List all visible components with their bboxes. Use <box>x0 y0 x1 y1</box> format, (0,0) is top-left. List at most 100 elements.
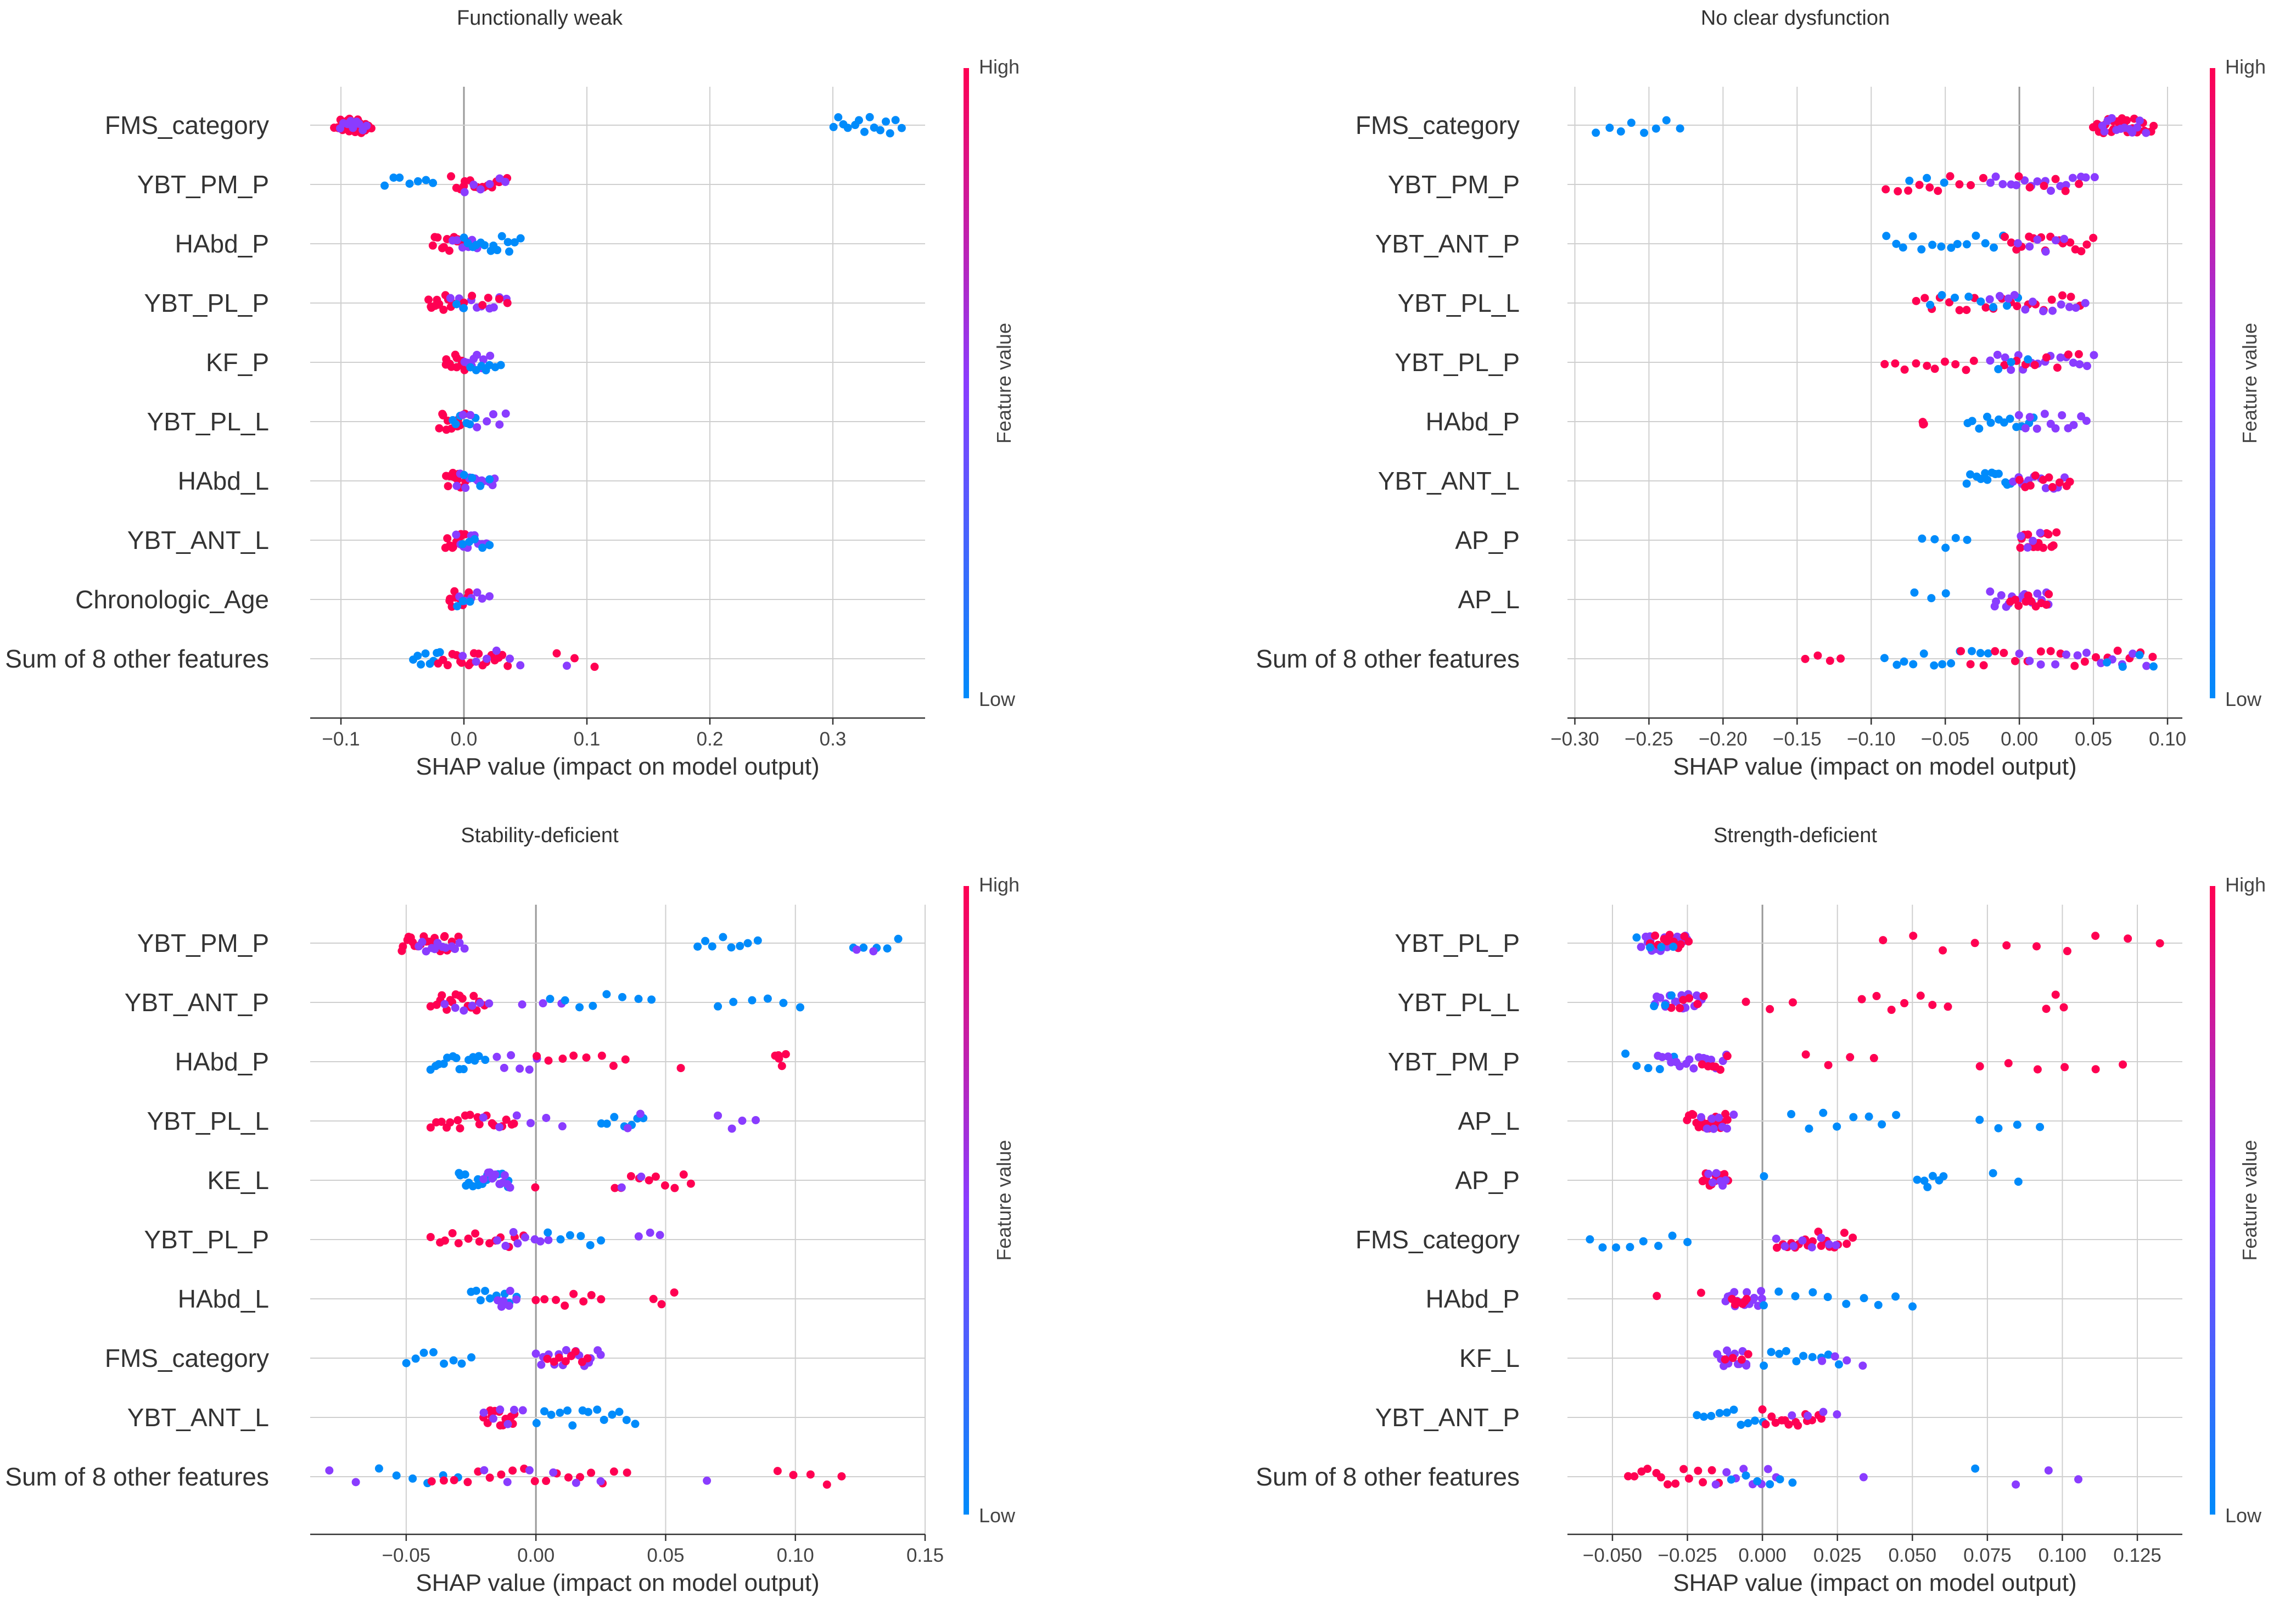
shap-point <box>1655 1065 1664 1074</box>
feature-label: YBT_PL_L <box>1398 289 1520 317</box>
shap-point <box>516 661 525 670</box>
shap-point <box>543 1354 552 1363</box>
shap-point <box>1794 1421 1802 1430</box>
shap-point <box>1878 1120 1886 1129</box>
shap-point <box>1744 1350 1752 1359</box>
shap-point <box>1913 1175 1922 1184</box>
shap-point <box>2044 1466 2053 1475</box>
shap-point <box>509 1119 518 1128</box>
shap-point <box>1653 1292 1661 1300</box>
shap-point <box>501 1242 510 1251</box>
shap-point <box>1676 1003 1684 1012</box>
shap-point <box>779 999 788 1007</box>
shap-point <box>1966 470 1975 479</box>
shap-point <box>1934 187 1942 195</box>
shap-point <box>509 1227 518 1236</box>
shap-point <box>2009 477 2018 486</box>
shap-point <box>1992 597 2001 606</box>
shap-point <box>2062 181 2070 189</box>
shap-point <box>1586 1235 1594 1244</box>
shap-point <box>1782 1347 1790 1355</box>
shap-point <box>2033 236 2042 244</box>
shap-point <box>496 1405 505 1414</box>
shap-point <box>456 1124 464 1133</box>
shap-point <box>1989 303 1998 312</box>
shap-point <box>1967 181 1975 189</box>
shap-point <box>1981 469 1990 478</box>
shap-point <box>829 122 838 131</box>
shap-point <box>1650 1002 1659 1011</box>
shap-point <box>670 1184 679 1192</box>
shap-point <box>1905 176 1914 185</box>
shap-point <box>1685 994 1694 1002</box>
shap-point <box>651 1172 660 1181</box>
shap-panel-4: Strength-deficient −0.050 −0.025 0.000 0.025… <box>1256 824 2266 1596</box>
shap-point <box>552 1296 561 1304</box>
shap-point <box>1930 535 1939 543</box>
shap-point <box>2065 302 2074 311</box>
shap-point <box>428 241 437 250</box>
shap-point <box>2045 473 2053 482</box>
shap-point <box>1945 298 1954 307</box>
shap-point <box>2077 247 2086 256</box>
x-tick-label: −0.25 <box>1625 728 1673 750</box>
shap-point <box>1643 1465 1652 1473</box>
shap-point <box>865 113 874 121</box>
shap-point <box>439 411 447 420</box>
shap-point <box>374 1464 383 1473</box>
shap-point <box>686 1179 695 1188</box>
x-axis-label: SHAP value (impact on model output) <box>416 753 819 780</box>
shap-point <box>435 300 444 309</box>
shap-point <box>479 1408 488 1417</box>
x-axis-label: SHAP value (impact on model output) <box>1673 753 2076 780</box>
shap-point <box>506 1183 514 1192</box>
shap-point <box>676 1064 685 1073</box>
colorbar-title-right: Feature value <box>2238 1140 2261 1260</box>
shap-point <box>1645 943 1654 952</box>
shap-point <box>1817 1414 1825 1423</box>
shap-point <box>646 1229 654 1237</box>
shap-point <box>426 1123 435 1132</box>
feature-label: Sum of 8 other features <box>1256 644 1520 673</box>
shap-point <box>1662 116 1671 125</box>
shap-point <box>609 1467 618 1476</box>
shap-point <box>405 180 414 188</box>
shap-point <box>1799 1352 1808 1360</box>
shap-point <box>1840 1229 1849 1237</box>
shap-point <box>439 1476 448 1485</box>
shap-point <box>2068 173 2077 182</box>
shap-point <box>1760 1301 1768 1310</box>
feature-label: KF_P <box>206 348 269 377</box>
shap-point <box>1979 173 1987 182</box>
shap-point <box>1723 1052 1732 1061</box>
shap-point <box>2001 353 2009 362</box>
feature-label: YBT_PL_P <box>1395 929 1520 957</box>
shap-point <box>454 1239 463 1248</box>
shap-point <box>464 1234 473 1243</box>
shap-point <box>615 1408 624 1416</box>
x-tick-label: 0.00 <box>2001 728 2038 750</box>
shap-point <box>1947 243 1956 252</box>
shap-point <box>1763 1465 1772 1473</box>
shap-point <box>493 246 502 255</box>
shap-point <box>576 1473 585 1482</box>
shap-point <box>439 305 448 314</box>
shap-point <box>408 1474 417 1483</box>
shap-point <box>2091 1065 2100 1074</box>
shap-point <box>503 1478 512 1487</box>
shap-point <box>435 648 444 657</box>
shap-point <box>1882 232 1891 240</box>
shap-point <box>1915 181 1924 189</box>
shap-point <box>460 470 468 479</box>
x-tick-label: −0.025 <box>1658 1545 1717 1566</box>
shap-point <box>1661 1001 1670 1010</box>
shap-point <box>623 1124 632 1133</box>
shap-point <box>537 1360 546 1369</box>
shap-point <box>2062 650 2071 659</box>
shap-point <box>1737 1420 1745 1429</box>
shap-point <box>2015 649 2024 658</box>
shap-point <box>565 1231 574 1240</box>
x-tick-label: 0.1 <box>574 728 601 750</box>
shap-point <box>443 661 452 670</box>
shap-point <box>1918 534 1927 543</box>
